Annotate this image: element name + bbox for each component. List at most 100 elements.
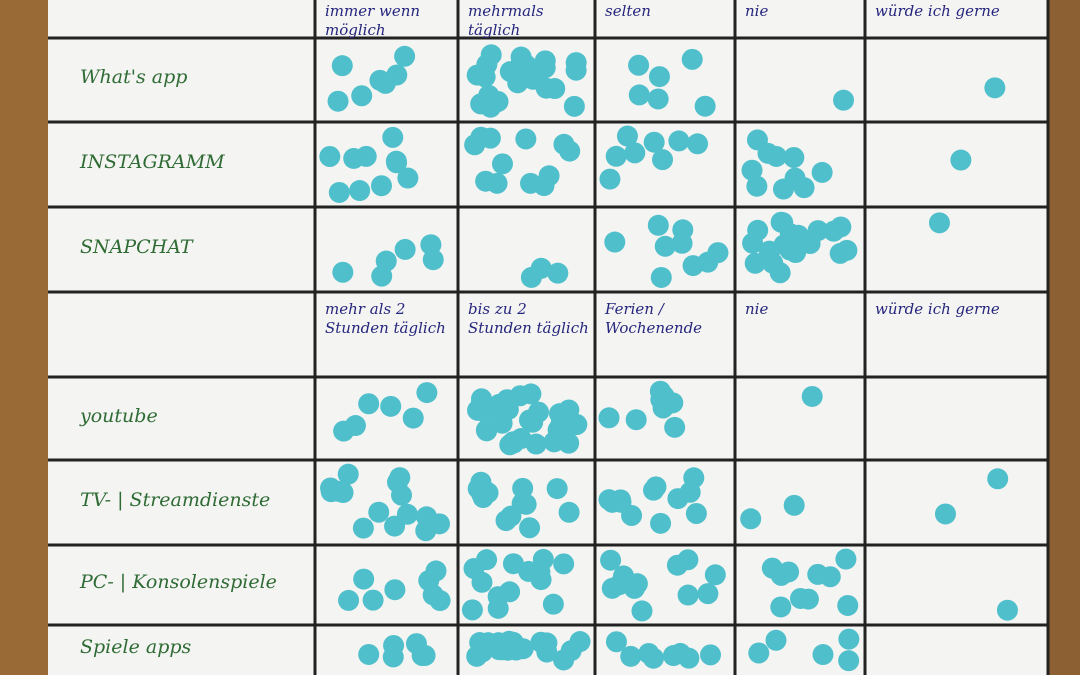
sticker-dot — [349, 180, 371, 202]
row-label: INSTAGRAMM — [80, 150, 225, 173]
sticker-dot — [343, 147, 365, 169]
column-header: mehr als 2 Stunden täglich — [325, 300, 446, 337]
sticker-dot — [328, 181, 350, 203]
sticker-dot — [512, 477, 534, 499]
sticker-dot — [613, 565, 635, 587]
sticker-dot — [370, 175, 392, 197]
sticker-dot — [740, 508, 762, 530]
sticker-dot — [510, 46, 532, 68]
sticker-dot — [838, 650, 860, 672]
sticker-dot — [650, 512, 672, 534]
sticker-dot — [685, 503, 707, 525]
sticker-dot — [319, 146, 341, 168]
sticker-dot — [487, 586, 509, 608]
sticker-dot — [757, 142, 779, 164]
sticker-dot — [643, 131, 665, 153]
sticker-dot — [358, 643, 380, 665]
sticker-dot — [463, 557, 485, 579]
sticker-dot — [535, 77, 557, 99]
sticker-dot — [338, 589, 360, 611]
sticker-dot — [383, 634, 405, 656]
sticker-dot — [744, 252, 766, 274]
sticker-dot — [553, 133, 575, 155]
sticker-dot — [488, 393, 510, 415]
sticker-dot — [984, 77, 1006, 99]
sticker-dot — [352, 517, 374, 539]
sticker-dot — [812, 644, 834, 666]
row-label: Spiele apps — [80, 636, 192, 658]
column-header: immer wenn möglich — [325, 2, 421, 39]
sticker-dot — [934, 503, 956, 525]
sticker-dot — [647, 88, 669, 110]
row-label: PC- | Konsolenspiele — [80, 571, 277, 593]
sticker-dot — [678, 647, 700, 669]
sticker-dot — [530, 569, 552, 591]
sticker-dot — [337, 463, 359, 485]
sticker-dot — [543, 431, 565, 453]
sticker-dot — [628, 54, 650, 76]
sticker-dot — [331, 55, 353, 77]
sticker-dot — [546, 478, 568, 500]
sticker-dot — [996, 599, 1018, 621]
sticker-dot — [416, 506, 438, 528]
sticker-dot — [519, 517, 541, 539]
sticker-dot — [486, 172, 508, 194]
sticker-dot — [616, 125, 638, 147]
sticker-dot — [746, 175, 768, 197]
column-header: selten — [605, 2, 651, 20]
column-header: nie — [745, 300, 769, 318]
sticker-dot — [601, 491, 623, 513]
sticker-dot — [530, 631, 552, 653]
sticker-dot — [811, 161, 833, 183]
row-label: TV- | Streamdienste — [80, 488, 271, 511]
row-label: youtube — [80, 404, 158, 427]
sticker-dot — [769, 262, 791, 284]
sticker-dot — [677, 584, 699, 606]
wood — [0, 0, 50, 675]
sticker-dot — [470, 126, 492, 148]
sticker-dot — [950, 149, 972, 171]
sticker-dot — [563, 95, 585, 117]
sticker-dot — [420, 234, 442, 256]
column-header: mehrmals täglich — [468, 2, 544, 39]
sticker-dot — [327, 90, 349, 112]
sticker-dot — [332, 261, 354, 283]
column-header: Ferien / Wochenende — [605, 300, 703, 337]
sticker-dot — [353, 568, 375, 590]
sticker-dot — [375, 250, 397, 272]
sticker-dot — [472, 487, 494, 509]
sticker-dot — [833, 89, 855, 111]
sticker-dot — [475, 419, 497, 441]
sticker-dot — [461, 599, 483, 621]
sticker-dot — [558, 501, 580, 523]
sticker-dot — [418, 570, 440, 592]
sticker-dot — [466, 64, 488, 86]
sticker-dot — [797, 588, 819, 610]
sticker-dot — [770, 564, 792, 586]
sticker-dot — [650, 266, 672, 288]
sticker-dot — [565, 59, 587, 81]
sticker-dot — [747, 219, 769, 241]
sticker-dot — [741, 159, 763, 181]
sticker-dot — [652, 149, 674, 171]
sticker-dot — [386, 471, 408, 493]
sticker-dot — [414, 644, 436, 666]
sticker-dot — [416, 382, 438, 404]
sticker-dot — [765, 629, 787, 651]
sticker-dot — [793, 177, 815, 199]
sticker-dot — [528, 401, 550, 423]
sticker-dot — [384, 579, 406, 601]
column-header: würde ich gerne — [875, 2, 1000, 20]
sticker-dot — [681, 48, 703, 70]
sticker-dot — [394, 238, 416, 260]
column-header: bis zu 2 Stunden täglich — [468, 300, 589, 337]
sticker-dot — [598, 407, 620, 429]
sticker-dot — [772, 178, 794, 200]
sticker-dot — [530, 257, 552, 279]
sticker-dot — [491, 153, 513, 175]
sticker-dot — [520, 383, 542, 405]
column-header: würde ich gerne — [875, 300, 1000, 318]
sticker-dot — [397, 167, 419, 189]
sticker-dot — [396, 503, 418, 525]
